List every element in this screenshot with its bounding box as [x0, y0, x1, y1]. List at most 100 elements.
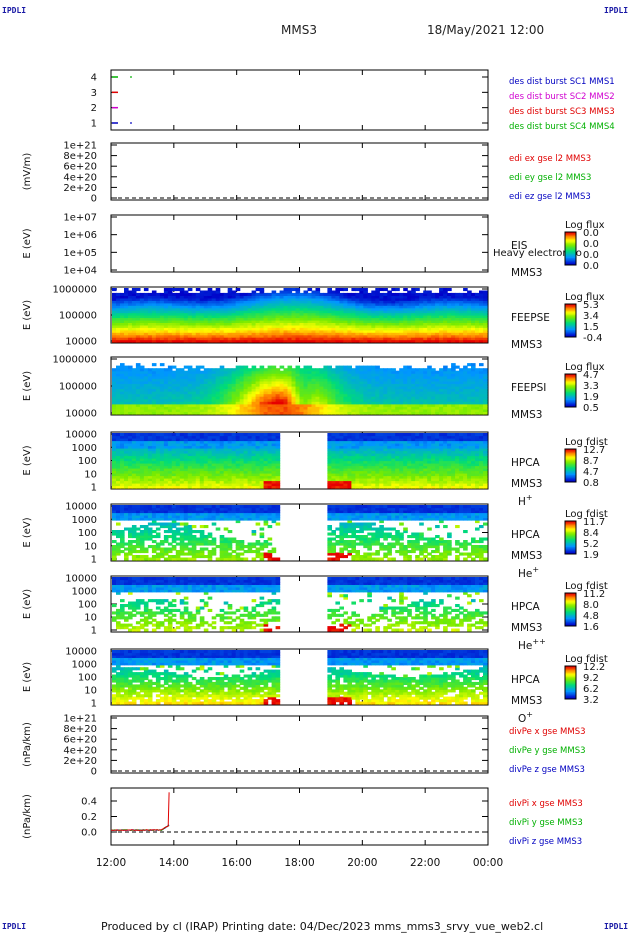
instrument-label-feepse: FEEPSE [511, 312, 550, 324]
panel-frame-divpi [110, 787, 489, 846]
ytick-label-hpca_he: 100 [78, 528, 97, 539]
time-tick-label: 20:00 [347, 857, 377, 869]
ytick-label-burst: 1 [91, 119, 97, 130]
footer-credits: Produced by cl (IRAP) Printing date: 04/… [101, 920, 544, 933]
ytick-label-hpca_hepp: 1000 [72, 587, 97, 598]
colorbar-tick-hpca_o-0: 12.2 [583, 662, 605, 673]
colorbar-tick-hpca_hepp-3: 1.6 [583, 622, 599, 633]
ytick-label-burst: 4 [91, 73, 97, 84]
legend-divpe-0: divPe x gse MMS3 [509, 727, 586, 737]
colorbar-eis [565, 232, 576, 266]
instrument-label-eis: EIS [511, 240, 528, 252]
ytick-label-hpca_o: 100 [78, 673, 97, 684]
colorbar-tick-hpca_h-2: 4.7 [583, 467, 599, 478]
ytick-label-divpe: 4e+20 [63, 745, 97, 756]
colorbar-hpca_he [565, 521, 576, 555]
heatmap-hpca_h [112, 433, 488, 489]
colorbar-feepsi [565, 374, 576, 408]
instrument-label-feepsi: FEEPSI [511, 382, 546, 394]
ylabel-divpi: (nPa/km) [22, 794, 33, 839]
colorbar-tick-eis-2: 0.0 [583, 250, 599, 261]
colorbar-tick-hpca_he-3: 1.9 [583, 550, 599, 561]
ytick-label-eis: 1e+07 [63, 213, 97, 224]
ylabel-hpca_hepp: E (eV) [22, 589, 33, 619]
time-tick-label: 12:00 [96, 857, 126, 869]
ytick-label-divpe: 2e+20 [63, 756, 97, 767]
species-charge-hpca_o: + [526, 710, 533, 719]
ytick-label-burst: 3 [91, 88, 97, 99]
corner-label-top-left: IPDLI [2, 6, 27, 15]
ytick-label-divpe: 6e+20 [63, 735, 97, 746]
colorbar-tick-feepse-0: 5.3 [583, 300, 599, 311]
instrument-label-hpca_hepp: HPCA [511, 601, 541, 613]
colorbar-tick-eis-1: 0.0 [583, 239, 599, 250]
colorbar-tick-hpca_h-1: 8.7 [583, 456, 599, 467]
colorbar-frame-hpca_he [564, 520, 577, 555]
colorbar-tick-hpca_hepp-2: 4.8 [583, 611, 599, 622]
ylabel-hpca_o: E (eV) [22, 662, 33, 692]
colorbar-hpca_hepp [565, 593, 576, 627]
species-charge-hpca_he: + [532, 565, 539, 574]
sat-label-hpca_o: MMS3 [511, 695, 542, 707]
ytick-label-divpe: 0 [91, 767, 97, 778]
colorbar-tick-hpca_h-0: 12.7 [583, 445, 605, 456]
heatmap-feepsi [112, 363, 488, 415]
burst-point-0 [130, 122, 132, 124]
legend-burst-3: des dist burst SC4 MMS4 [509, 122, 615, 132]
colorbar-tick-hpca_h-3: 0.8 [583, 478, 599, 489]
species-label-hpca_h: H+ [518, 493, 533, 508]
species-label-hpca_o: O+ [518, 710, 533, 725]
sat-label-eis: MMS3 [511, 267, 542, 279]
ytick-label-hpca_hepp: 10000 [65, 574, 97, 585]
colorbar-tick-feepse-1: 3.4 [583, 311, 599, 322]
ytick-label-feepse: 1000000 [52, 285, 97, 296]
colorbar-title-feepsi: Log flux [565, 362, 605, 373]
ytick-label-divpi: 0.4 [81, 797, 97, 808]
ytick-label-hpca_h: 1 [91, 483, 97, 494]
species-charge-hpca_h: + [526, 493, 533, 502]
colorbar-tick-hpca_hepp-1: 8.0 [583, 600, 599, 611]
satellite-title: MMS3 [281, 23, 317, 37]
ylabel-hpca_h: E (eV) [22, 445, 33, 475]
colorbar-tick-eis-0: 0.0 [583, 228, 599, 239]
colorbar-title-eis: Log flux [565, 220, 605, 231]
colorbar-tick-hpca_o-3: 3.2 [583, 695, 599, 706]
ytick-label-divpi: 0.0 [81, 828, 97, 839]
ytick-label-divpi: 0.2 [81, 812, 97, 823]
panel-frame-eis [110, 214, 489, 273]
instrument-label-hpca_he: HPCA [511, 529, 541, 541]
corner-label-top-right: IPDLI [604, 6, 629, 15]
sat-label-feepsi: MMS3 [511, 409, 542, 421]
ytick-label-hpca_hepp: 1 [91, 626, 97, 637]
legend-edi-1: edi ey gse l2 MMS3 [509, 173, 591, 183]
ylabel-feepsi: E (eV) [22, 371, 33, 401]
ytick-label-divpe: 8e+20 [63, 724, 97, 735]
colorbar-tick-feepsi-0: 4.7 [583, 370, 599, 381]
ytick-label-eis: 1e+06 [63, 230, 97, 241]
instrument-label-hpca_h: HPCA [511, 457, 541, 469]
ytick-label-hpca_hepp: 10 [84, 613, 97, 624]
panel-frame-divpe [110, 715, 489, 774]
colorbar-title-hpca_hepp: Log fdist [565, 581, 608, 592]
time-tick-label: 00:00 [473, 857, 503, 869]
legend-divpe-2: divPe z gse MMS3 [509, 765, 585, 775]
colorbar-tick-feepsi-1: 3.3 [583, 381, 599, 392]
sat-label-hpca_h: MMS3 [511, 478, 542, 490]
ylabel-divpe: (nPa/km) [22, 722, 33, 767]
species-charge-hpca_hepp: ++ [532, 637, 545, 646]
colorbar-tick-hpca_he-2: 5.2 [583, 539, 599, 550]
ytick-label-edi: 1e+21 [63, 141, 97, 152]
ytick-label-eis: 1e+05 [63, 248, 97, 259]
ytick-label-divpe: 1e+21 [63, 714, 97, 725]
time-tick-label: 18:00 [284, 857, 314, 869]
ytick-label-hpca_h: 10000 [65, 430, 97, 441]
ytick-label-feepse: 100000 [59, 311, 97, 322]
legend-burst-2: des dist burst SC3 MMS3 [509, 107, 615, 117]
ytick-label-hpca_o: 10000 [65, 647, 97, 658]
burst-point-3 [130, 76, 132, 78]
colorbar-frame-eis [564, 231, 577, 266]
ylabel-hpca_he: E (eV) [22, 517, 33, 547]
ytick-label-hpca_h: 10 [84, 469, 97, 480]
ytick-label-edi: 0 [91, 194, 97, 205]
time-tick-label: 22:00 [410, 857, 440, 869]
